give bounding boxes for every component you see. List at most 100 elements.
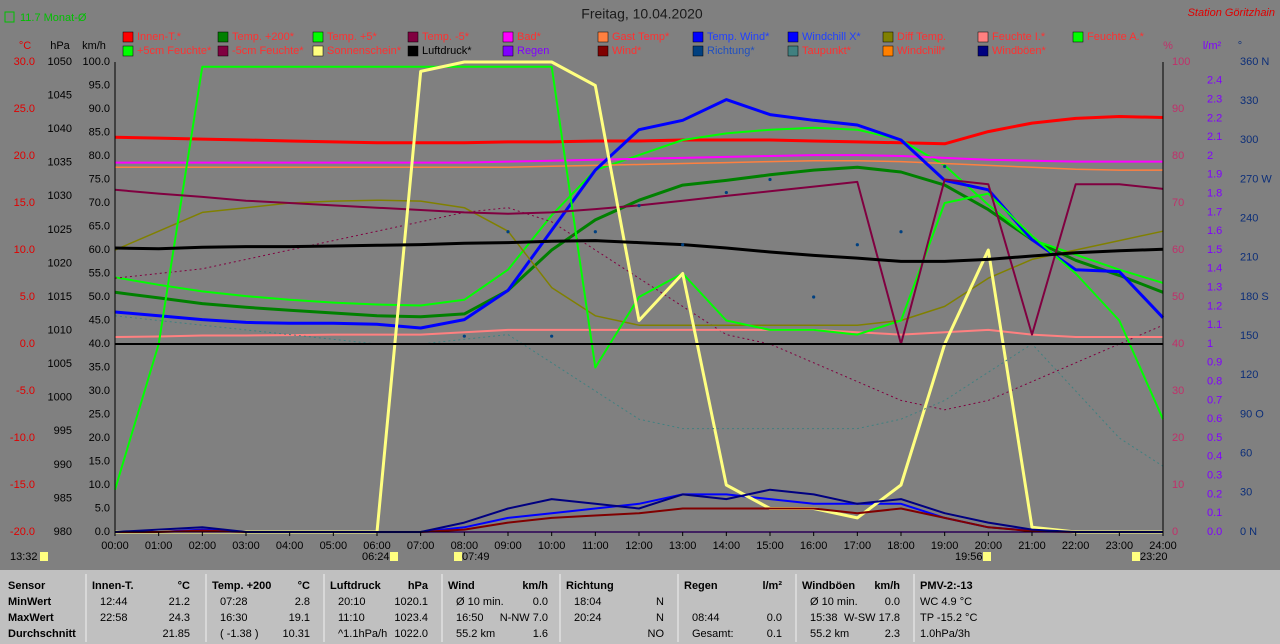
legend-label: Temp. Wind*	[707, 31, 770, 43]
y-tick-label: 60	[1240, 448, 1252, 460]
y-tick-label: 20	[1172, 432, 1184, 444]
table-cell: 2.8	[295, 596, 310, 608]
direction-dot	[550, 334, 554, 338]
y-tick-label: 90	[1172, 103, 1184, 115]
table-cell: 19.1	[289, 612, 310, 624]
y-tick-label: 50	[1172, 291, 1184, 303]
y-tick-label: 0.4	[1207, 451, 1222, 463]
table-cell: Ø 10 min.	[810, 596, 858, 608]
table-cell: ( -1.38 )	[220, 628, 259, 640]
table-header: Wind	[448, 580, 475, 592]
series-line	[114, 115, 1164, 146]
direction-dot	[812, 295, 816, 299]
legend-label: Feuchte A.*	[1087, 31, 1145, 43]
legend-swatch	[312, 45, 324, 57]
y-tick-label: 60.0	[89, 244, 110, 256]
table-cell: 18:04	[574, 596, 602, 608]
x-tick-label: 21:00	[1018, 540, 1046, 552]
axis-unit: km/h	[82, 40, 106, 52]
table-header: Innen-T.	[92, 580, 134, 592]
y-tick-label: 95.0	[89, 79, 110, 91]
y-tick-label: 10	[1172, 479, 1184, 491]
legend-swatch	[217, 31, 229, 43]
legend-label: Temp. +200*	[232, 31, 295, 43]
y-tick-label: 1.4	[1207, 263, 1222, 275]
table-cell: 20:10	[338, 596, 366, 608]
x-tick-label: 02:00	[189, 540, 217, 552]
y-tick-label: 0.3	[1207, 470, 1222, 482]
table-cell: N	[656, 596, 664, 608]
legend-label: Gast Temp*	[612, 31, 670, 43]
table-cell: 08:44	[692, 612, 720, 624]
x-tick-label: 24:00	[1149, 540, 1177, 552]
y-tick-label: 1.2	[1207, 300, 1222, 312]
legend-swatch	[312, 31, 324, 43]
legend-swatch	[407, 31, 419, 43]
y-tick-label: 55.0	[89, 267, 110, 279]
legend-swatch	[977, 31, 989, 43]
table-header: Windböen	[802, 580, 855, 592]
legend-label: +5cm Feuchte*	[137, 45, 212, 57]
y-tick-label: 2.1	[1207, 131, 1222, 143]
table-cell: N	[656, 612, 664, 624]
legend-swatch	[122, 31, 134, 43]
table-unit: l/m²	[762, 580, 782, 592]
y-tick-label: 50.0	[89, 291, 110, 303]
legend-swatch	[882, 45, 894, 57]
table-header: Temp. +200	[212, 580, 271, 592]
table-cell: N-NW 7.0	[500, 612, 548, 624]
axis-unit: hPa	[50, 40, 70, 52]
table-cell: 24.3	[169, 612, 190, 624]
table-cell: 1023.4	[394, 612, 428, 624]
y-tick-label: 2.4	[1207, 75, 1222, 87]
legend-swatch	[692, 31, 704, 43]
legend-swatch	[977, 45, 989, 57]
time-annotation: 23:20	[1140, 551, 1168, 563]
x-tick-label: 14:00	[713, 540, 741, 552]
series-line	[114, 126, 1164, 307]
x-tick-label: 13:00	[669, 540, 697, 552]
legend-swatch	[692, 45, 704, 57]
series-line	[114, 315, 1164, 467]
direction-dot	[724, 190, 728, 195]
sun-icon	[1132, 552, 1140, 561]
y-tick-label: 150	[1240, 330, 1258, 342]
legend-label: Wind*	[612, 45, 642, 57]
legend-label: Temp. -5*	[422, 31, 470, 43]
direction-dot	[637, 204, 641, 208]
y-tick-label: 995	[54, 425, 72, 437]
y-tick-label: 1015	[48, 291, 72, 303]
y-tick-label: 1040	[48, 123, 72, 135]
x-tick-label: 04:00	[276, 540, 304, 552]
y-tick-label: 0.0	[20, 338, 35, 350]
y-tick-label: -5.0	[16, 385, 35, 397]
x-tick-label: 00:00	[101, 540, 129, 552]
y-tick-label: 80.0	[89, 150, 110, 162]
sun-icon	[983, 552, 991, 561]
direction-dot	[462, 334, 466, 338]
series-line	[115, 154, 1163, 164]
table-header: Sensor	[8, 580, 46, 592]
y-tick-label: 75.0	[89, 173, 110, 185]
y-tick-label: -20.0	[10, 526, 35, 538]
table-cell: 21.85	[162, 628, 190, 640]
legend-label: Windchill X*	[802, 31, 861, 43]
table-header: Luftdruck	[330, 580, 382, 592]
legend-label: Bad*	[517, 31, 542, 43]
y-tick-label: 0.7	[1207, 394, 1222, 406]
table-header: Richtung	[566, 580, 614, 592]
table-cell: 55.2 km	[456, 628, 495, 640]
table-cell: 16:30	[220, 612, 248, 624]
table-header: Regen	[684, 580, 718, 592]
y-tick-label: 210	[1240, 252, 1258, 264]
axis-unit: l/m²	[1203, 40, 1222, 52]
legend-swatch	[122, 45, 134, 57]
y-tick-label: 20.0	[14, 150, 35, 162]
chart-background	[0, 0, 1280, 570]
y-tick-label: 0 N	[1240, 526, 1257, 538]
y-tick-label: 0.5	[1207, 432, 1222, 444]
x-tick-label: 15:00	[756, 540, 784, 552]
table-unit: °C	[178, 580, 190, 592]
y-tick-label: 40	[1172, 338, 1184, 350]
y-tick-label: 60	[1172, 244, 1184, 256]
